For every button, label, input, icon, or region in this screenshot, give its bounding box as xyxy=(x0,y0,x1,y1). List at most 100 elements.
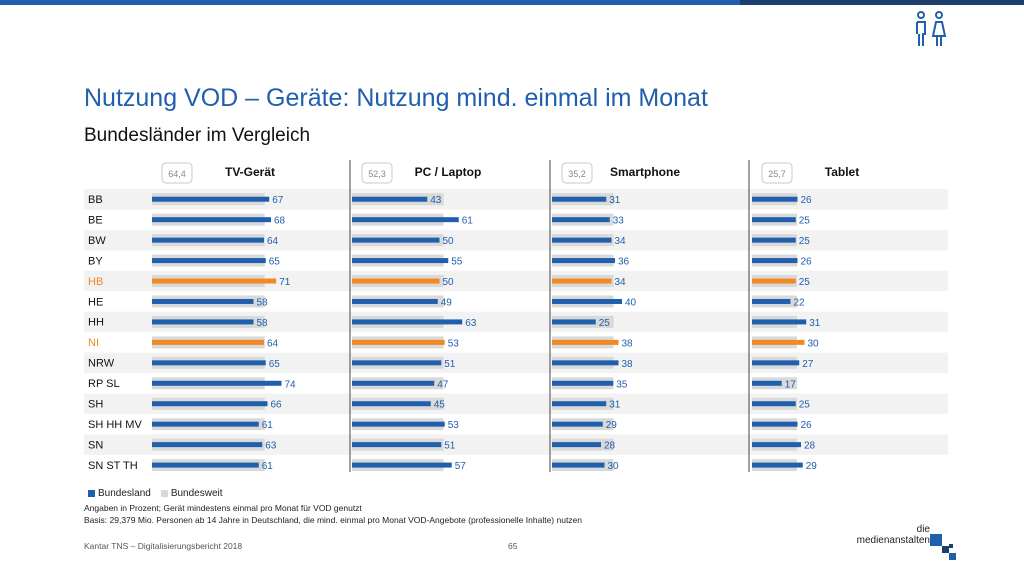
data-label: 68 xyxy=(274,216,286,227)
bundesland-bar xyxy=(152,421,259,427)
data-label: 57 xyxy=(455,461,467,472)
bundesland-bar xyxy=(152,401,268,407)
category-label: NRW xyxy=(88,358,115,370)
legend-item-bundesweit: Bundesweit xyxy=(160,488,223,499)
bundesland-bar xyxy=(152,278,277,284)
data-label: 61 xyxy=(462,216,474,227)
page-number: 65 xyxy=(508,541,518,551)
bundesland-bar xyxy=(752,462,803,468)
bundesland-bar xyxy=(352,319,463,325)
bundesland-bar xyxy=(352,278,440,284)
category-label: HE xyxy=(88,296,103,308)
category-label: SN xyxy=(88,439,103,451)
bundesland-bar xyxy=(152,217,271,223)
bundesland-bar xyxy=(352,401,431,407)
bundesweit-badge-label: 35,2 xyxy=(568,169,586,179)
panel-title: Smartphone xyxy=(610,165,680,179)
bundesland-bar xyxy=(752,401,796,407)
logo-line-1: die xyxy=(916,524,930,535)
data-label: 65 xyxy=(269,257,281,268)
data-label: 25 xyxy=(799,277,811,288)
data-label: 67 xyxy=(272,195,284,206)
data-label: 26 xyxy=(801,195,813,206)
top-accent-bar xyxy=(0,0,740,5)
note-line-2: Basis: 29,379 Mio. Personen ab 14 Jahre … xyxy=(84,515,583,525)
data-label: 36 xyxy=(618,257,630,268)
bundesland-bar xyxy=(352,360,442,366)
bundesweit-badge xyxy=(161,162,193,184)
data-label: 58 xyxy=(257,297,269,308)
category-label: SN ST TH xyxy=(88,460,138,472)
bundesland-bar xyxy=(352,196,428,202)
data-label: 61 xyxy=(262,461,274,472)
data-label: 64 xyxy=(267,338,279,349)
bundesland-bar xyxy=(152,298,254,304)
page-title: Nutzung VOD – Geräte: Nutzung mind. einm… xyxy=(84,84,708,112)
bundesland-bar xyxy=(152,237,264,243)
bundesland-bar xyxy=(752,237,796,243)
bundesland-bar xyxy=(352,462,452,468)
data-label: 34 xyxy=(615,236,627,247)
top-accent-bar-dark xyxy=(740,0,1024,5)
bundesweit-badge xyxy=(761,162,793,184)
data-label: 35 xyxy=(616,379,628,390)
row-stripe xyxy=(84,352,948,374)
footer-source: Kantar TNS – Digitalisierungsbericht 201… xyxy=(84,541,243,551)
data-label: 74 xyxy=(285,379,297,390)
bundesland-bar xyxy=(552,401,607,407)
category-label: HB xyxy=(88,276,103,288)
category-label: NI xyxy=(88,337,99,349)
bundesland-bar xyxy=(552,196,607,202)
page-subtitle: Bundesländer im Vergleich xyxy=(84,125,311,146)
category-label: BE xyxy=(88,214,103,226)
bundesland-bar xyxy=(352,380,435,386)
row-stripe xyxy=(84,270,948,292)
data-label: 31 xyxy=(809,318,821,329)
legend-swatch-bundesland xyxy=(88,490,95,497)
data-label: 40 xyxy=(625,297,637,308)
row-stripe xyxy=(84,311,948,333)
data-label: 49 xyxy=(441,297,453,308)
bundesland-bar xyxy=(752,442,801,448)
data-label: 51 xyxy=(444,359,456,370)
bundesland-bar xyxy=(152,462,259,468)
data-label: 45 xyxy=(434,400,446,411)
bundesland-bar xyxy=(552,421,603,427)
note-line-1: Angaben in Prozent; Gerät mindestens ein… xyxy=(84,503,362,513)
bundesland-bar xyxy=(752,298,791,304)
data-label: 63 xyxy=(265,441,277,452)
legend-label-bundesweit: Bundesweit xyxy=(170,488,223,499)
data-label: 25 xyxy=(599,318,611,329)
bundesland-bar xyxy=(752,421,798,427)
data-label: 30 xyxy=(608,461,620,472)
data-label: 66 xyxy=(271,400,283,411)
bundesland-bar xyxy=(552,258,615,264)
bundesland-bar xyxy=(752,196,798,202)
data-label: 34 xyxy=(615,277,627,288)
data-label: 53 xyxy=(448,338,460,349)
data-label: 29 xyxy=(806,461,818,472)
bundesland-bar xyxy=(552,339,619,345)
data-label: 31 xyxy=(609,400,621,411)
panel-title: Tablet xyxy=(825,165,859,179)
bundesland-bar xyxy=(352,258,449,264)
bundesweit-badge xyxy=(361,162,393,184)
row-stripe xyxy=(84,229,948,251)
bundesland-bar xyxy=(152,319,254,325)
bundesland-bar xyxy=(752,319,807,325)
data-label: 27 xyxy=(802,359,814,370)
bundesland-bar xyxy=(552,442,601,448)
bundesweit-badge xyxy=(561,162,593,184)
bundesland-bar xyxy=(352,298,438,304)
bundesland-bar xyxy=(552,319,596,325)
data-label: 26 xyxy=(801,420,813,431)
category-label: RP SL xyxy=(88,378,120,390)
bundesland-bar xyxy=(152,339,264,345)
data-label: 47 xyxy=(437,379,449,390)
data-label: 65 xyxy=(269,359,281,370)
bundesland-bar xyxy=(352,421,445,427)
bundesland-bar xyxy=(552,360,619,366)
data-label: 51 xyxy=(444,441,456,452)
bundesland-bar xyxy=(552,278,612,284)
people-icon xyxy=(916,11,947,46)
